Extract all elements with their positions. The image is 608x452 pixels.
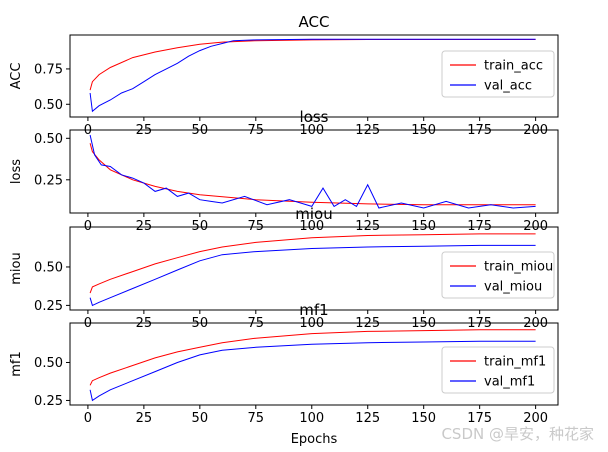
y-tick-label: 0.50	[34, 132, 63, 147]
x-tick-label: 175	[467, 411, 492, 426]
series-train_miou	[89, 233, 536, 294]
legend-label-val_miou: val_miou	[484, 280, 542, 295]
legend: train_mf1 val_mf1	[441, 346, 555, 394]
subplot-title: mf1	[299, 301, 328, 319]
y-tick-label: 0.25	[34, 299, 63, 314]
subplot-mf1: 0 25 50 75 100 125 150 175 200 0.25 0.50 mf1 mf1 Epoc…	[9, 301, 559, 447]
legend-label-train_acc: train_acc	[484, 59, 543, 74]
legend-label-val_mf1: val_mf1	[484, 375, 535, 390]
y-axis-label: loss	[9, 159, 24, 184]
x-tick-label: 200	[523, 411, 548, 426]
y-tick-label: 0.50	[34, 98, 63, 113]
y-tick-label: 0.50	[34, 260, 63, 275]
x-tick-label: 125	[355, 411, 380, 426]
x-tick-label: 0	[84, 411, 92, 426]
x-tick-label: 25	[136, 411, 153, 426]
watermark: CSDN @旱安，种花家	[441, 425, 594, 443]
series-train_loss	[89, 143, 536, 206]
x-tick-label: 75	[248, 411, 265, 426]
series-val_mf1	[89, 340, 536, 402]
x-tick-label: 150	[411, 411, 436, 426]
subplot-title: miou	[295, 205, 332, 223]
series-val_miou	[89, 244, 536, 307]
x-axis-label: Epochs	[291, 432, 338, 447]
y-tick-label: 0.75	[34, 62, 63, 77]
subplot-title: loss	[300, 108, 329, 126]
axes-frame	[69, 34, 559, 118]
legend: train_miou val_miou	[441, 251, 555, 299]
x-tick-label: 50	[192, 411, 209, 426]
axes-frame	[69, 129, 559, 214]
y-tick-label: 0.50	[34, 356, 63, 371]
y-axis-label: mf1	[9, 351, 24, 377]
legend: train_acc val_acc	[441, 50, 555, 98]
series-train_mf1	[89, 329, 536, 386]
series-val_loss	[89, 134, 536, 209]
series-val_acc	[89, 38, 536, 113]
y-tick-label: 0.25	[34, 394, 63, 409]
axes-frame	[69, 322, 559, 406]
subplot-title: ACC	[299, 13, 330, 31]
y-axis-label: ACC	[9, 63, 24, 90]
legend-label-val_acc: val_acc	[484, 79, 532, 94]
axes-frame	[69, 226, 559, 311]
legend-label-train_miou: train_miou	[484, 260, 553, 275]
y-axis-label: miou	[9, 252, 24, 284]
y-tick-label: 0.25	[34, 173, 63, 188]
legend-label-train_mf1: train_mf1	[484, 355, 546, 370]
x-tick-label: 100	[299, 411, 324, 426]
